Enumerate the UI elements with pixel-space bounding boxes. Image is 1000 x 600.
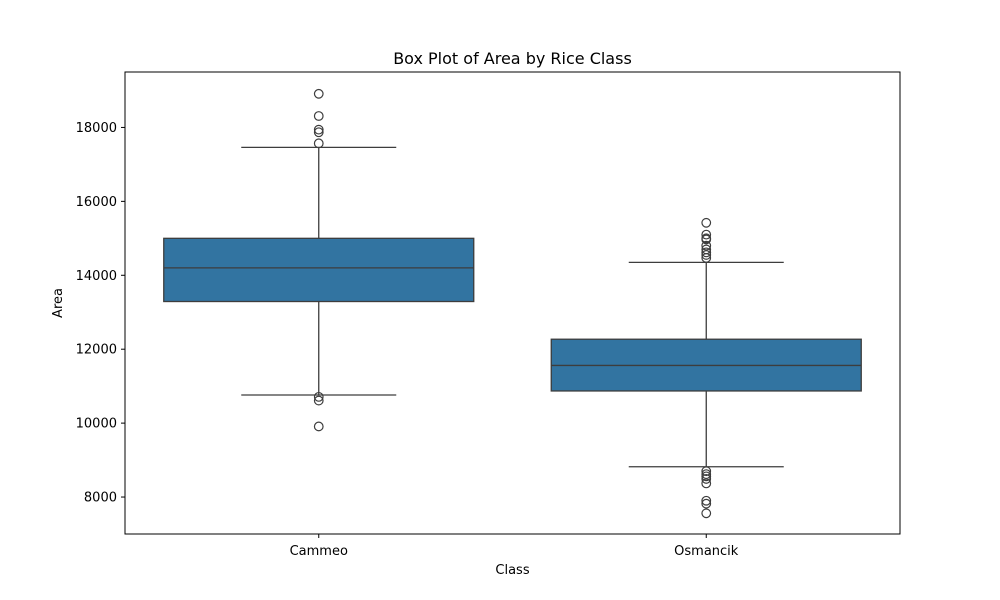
- outlier-point: [701, 508, 712, 519]
- outlier-point: [701, 478, 712, 489]
- y-tick-label: 14000: [76, 269, 117, 284]
- y-axis-label: Area: [51, 288, 66, 318]
- x-tick-label: Cammeo: [290, 544, 348, 559]
- chart-title: Box Plot of Area by Rice Class: [393, 49, 632, 68]
- box-iqr-cammeo: [163, 237, 475, 303]
- outlier-point: [701, 229, 712, 240]
- y-tick-label: 8000: [84, 491, 117, 506]
- outlier-point: [313, 395, 324, 406]
- outlier-point: [313, 111, 324, 121]
- plot-frame: [124, 71, 901, 535]
- y-tick-label: 18000: [76, 121, 117, 136]
- outlier-point: [313, 88, 324, 99]
- outlier-point: [313, 421, 324, 432]
- outlier-point: [313, 127, 324, 138]
- x-tick-label: Osmancik: [674, 544, 739, 559]
- outlier-point: [701, 498, 712, 509]
- outlier-point: [701, 495, 712, 506]
- outlier-point: [701, 253, 712, 263]
- outlier-point: [701, 247, 712, 258]
- y-tick-label: 16000: [76, 195, 117, 210]
- y-tick-label: 10000: [76, 417, 117, 432]
- y-tick-label: 12000: [76, 343, 117, 358]
- outlier-point: [313, 138, 324, 149]
- outlier-point: [701, 240, 712, 251]
- outlier-point: [701, 250, 712, 260]
- outlier-point: [313, 124, 324, 135]
- x-axis-label: Class: [495, 563, 529, 578]
- outlier-point: [701, 471, 712, 482]
- outlier-point: [701, 466, 712, 477]
- outlier-point: [701, 474, 712, 484]
- plot-area: 8000 10000 12000 14000 16000 18000 Cammeo Osman…: [76, 88, 862, 559]
- outlier-point: [701, 234, 712, 245]
- outlier-point: [701, 217, 712, 228]
- outlier-point: [313, 391, 324, 402]
